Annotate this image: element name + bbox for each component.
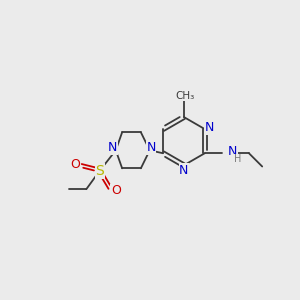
Text: O: O bbox=[111, 184, 121, 197]
Text: N: N bbox=[228, 145, 237, 158]
Text: N: N bbox=[146, 141, 156, 154]
Text: N: N bbox=[179, 164, 188, 177]
Text: N: N bbox=[205, 121, 214, 134]
Text: N: N bbox=[108, 141, 117, 154]
Text: S: S bbox=[95, 164, 104, 178]
Text: H: H bbox=[234, 154, 241, 164]
Text: CH₃: CH₃ bbox=[176, 91, 195, 100]
Text: O: O bbox=[70, 158, 80, 171]
